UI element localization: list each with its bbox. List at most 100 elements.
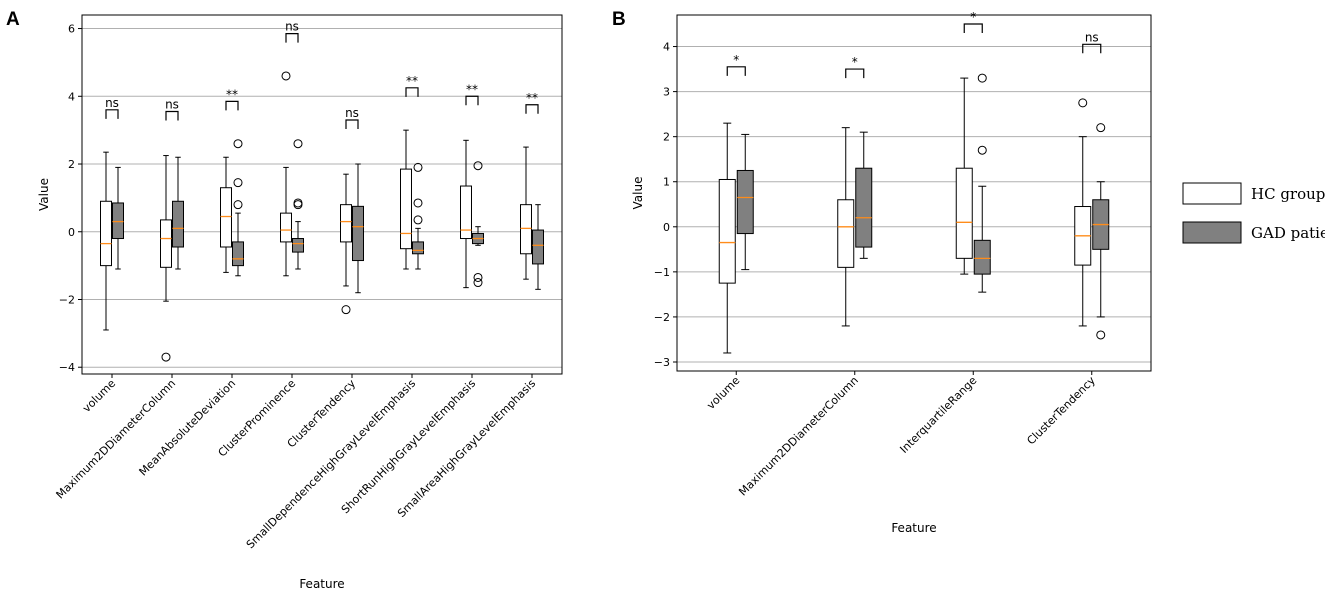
significance-label: ** xyxy=(226,87,238,101)
x-axis-title: Feature xyxy=(299,577,344,591)
significance-label: * xyxy=(733,53,739,67)
gad-outlier xyxy=(233,139,243,149)
significance-bracket xyxy=(525,104,539,114)
x-tick-label: MeanAbsoluteDeviation xyxy=(137,377,239,479)
x-axis-title: Feature xyxy=(891,521,936,535)
gad-outlier xyxy=(473,278,483,288)
x-tick-label: InterquartileRange xyxy=(897,374,979,456)
y-tick-label: 4 xyxy=(663,41,670,54)
x-tick-label: Maximum2DDiameterColumn xyxy=(54,377,179,502)
gad-outlier xyxy=(413,215,423,225)
significance-bracket xyxy=(165,110,179,121)
gad-box xyxy=(112,202,124,240)
hc-box xyxy=(280,212,292,243)
y-tick-label: −1 xyxy=(654,266,670,279)
significance-label: * xyxy=(970,10,976,24)
significance-label: ns xyxy=(1085,30,1099,44)
hc-box xyxy=(837,199,855,268)
hc-box xyxy=(160,219,172,268)
significance-label: ** xyxy=(466,82,478,96)
y-tick-label: 3 xyxy=(663,86,670,99)
gad-box xyxy=(172,200,184,248)
significance-label: * xyxy=(852,55,858,69)
x-tick-label: SmallAreaHighGrayLevelEmphasis xyxy=(395,377,538,520)
significance-bracket xyxy=(1082,43,1102,54)
gad-box xyxy=(352,205,364,262)
hc-outlier xyxy=(1078,98,1088,108)
y-tick-label: −4 xyxy=(59,361,75,374)
panel-a-letter: A xyxy=(6,9,20,30)
hc-box xyxy=(400,168,412,250)
significance-label: ** xyxy=(526,91,538,105)
y-tick-label: 4 xyxy=(68,90,75,103)
legend-label-hc: HC group xyxy=(1251,185,1325,203)
hc-box xyxy=(460,185,472,240)
significance-label: ns xyxy=(165,98,179,112)
gad-outlier xyxy=(293,200,303,210)
y-tick-label: −3 xyxy=(654,356,670,369)
plot-frame xyxy=(676,14,1152,372)
hc-outlier xyxy=(341,305,351,315)
legend-swatch-gad xyxy=(1182,221,1242,244)
gad-box xyxy=(232,241,244,267)
y-tick-label: 0 xyxy=(663,221,670,234)
gad-box xyxy=(412,241,424,255)
significance-label: ns xyxy=(285,20,299,34)
legend: HC group GAD patients xyxy=(1182,182,1325,244)
significance-label: ns xyxy=(345,106,359,120)
y-tick-label: −2 xyxy=(654,311,670,324)
hc-box xyxy=(220,187,232,248)
significance-label: ns xyxy=(105,96,119,110)
hc-outlier xyxy=(281,71,291,81)
gad-box xyxy=(292,238,304,253)
significance-label: ** xyxy=(406,74,418,88)
hc-box xyxy=(718,178,736,284)
significance-bracket xyxy=(105,109,119,119)
significance-bracket xyxy=(405,87,419,97)
panel-b-letter: B xyxy=(612,9,626,30)
significance-bracket xyxy=(345,119,359,129)
gad-outlier xyxy=(293,139,303,149)
gad-box xyxy=(736,169,754,235)
gad-outlier xyxy=(1096,123,1106,133)
hc-box xyxy=(955,167,973,259)
legend-swatch-hc xyxy=(1182,182,1242,205)
gad-outlier xyxy=(413,162,423,172)
y-tick-label: 0 xyxy=(68,226,75,239)
significance-bracket xyxy=(963,23,983,34)
x-tick-label: volume xyxy=(704,374,742,412)
y-tick-label: −2 xyxy=(59,293,75,306)
panel-a-boxplot: −4 −2 0 2 4 6 Value Feature volume ns Maximum2DDia… xyxy=(37,14,563,591)
significance-bracket xyxy=(285,33,299,43)
significance-bracket xyxy=(225,100,239,111)
gad-box xyxy=(532,229,544,265)
significance-bracket xyxy=(726,66,746,76)
y-tick-label: 2 xyxy=(68,158,75,171)
significance-bracket xyxy=(845,68,865,79)
gad-box xyxy=(973,239,991,275)
plot-frame xyxy=(81,14,563,375)
hc-box xyxy=(520,204,532,255)
gad-outlier xyxy=(413,198,423,208)
gad-outlier xyxy=(233,178,243,188)
legend-label-gad: GAD patients xyxy=(1251,224,1325,242)
hc-outlier xyxy=(161,352,171,362)
y-tick-label: 6 xyxy=(68,23,75,36)
y-axis-title: Value xyxy=(37,178,51,211)
gad-box xyxy=(855,167,873,248)
panel-b-boxplot: −3 −2 −1 0 1 2 3 4 Value Feature volume * Maximum2DD… xyxy=(631,10,1152,535)
gad-outlier xyxy=(473,161,483,171)
x-tick-label: volume xyxy=(80,377,118,415)
y-tick-label: 1 xyxy=(663,176,670,189)
gad-outlier xyxy=(977,73,987,83)
gad-outlier xyxy=(233,200,243,210)
gad-outlier xyxy=(473,272,483,282)
y-tick-label: 2 xyxy=(663,131,670,144)
gad-outlier xyxy=(977,145,987,155)
y-axis-title: Value xyxy=(631,177,645,210)
x-tick-label: ShortRunHighGrayLevelEmphasis xyxy=(339,377,479,517)
x-tick-label: Maximum2DDiameterColumn xyxy=(736,374,861,499)
hc-box xyxy=(100,200,112,267)
gad-outlier xyxy=(1096,330,1106,340)
